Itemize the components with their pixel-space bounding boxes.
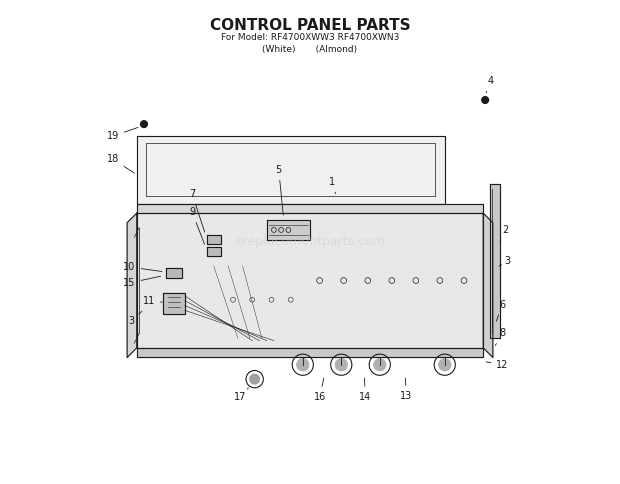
Text: 19: 19	[107, 127, 138, 141]
Text: 7: 7	[189, 189, 205, 232]
Text: (White)       (Almond): (White) (Almond)	[262, 45, 358, 54]
Text: 14: 14	[359, 378, 371, 402]
Polygon shape	[137, 213, 483, 348]
Text: 4: 4	[486, 76, 494, 93]
Polygon shape	[267, 220, 310, 240]
Circle shape	[373, 359, 386, 371]
Polygon shape	[206, 235, 221, 244]
Polygon shape	[163, 292, 185, 314]
Text: CONTROL PANEL PARTS: CONTROL PANEL PARTS	[210, 18, 410, 33]
Circle shape	[250, 374, 260, 384]
Polygon shape	[166, 269, 182, 278]
Circle shape	[335, 359, 348, 371]
Circle shape	[438, 359, 451, 371]
Polygon shape	[206, 247, 221, 257]
Text: 3: 3	[499, 256, 510, 266]
Text: ereplacementparts.com: ereplacementparts.com	[235, 236, 385, 248]
Polygon shape	[127, 213, 137, 358]
Text: 1: 1	[329, 177, 335, 194]
Text: 6: 6	[496, 300, 505, 321]
Polygon shape	[137, 136, 445, 203]
Polygon shape	[137, 348, 483, 358]
Text: 13: 13	[400, 378, 412, 401]
Text: 8: 8	[495, 329, 505, 346]
Text: 2: 2	[500, 225, 508, 242]
Text: 11: 11	[143, 296, 162, 306]
Text: 18: 18	[107, 154, 135, 173]
Polygon shape	[490, 184, 500, 338]
Circle shape	[482, 97, 489, 104]
Text: 3: 3	[128, 311, 142, 326]
Text: 15: 15	[123, 276, 161, 288]
Polygon shape	[483, 213, 493, 358]
Text: For Model: RF4700XWW3 RF4700XWN3: For Model: RF4700XWW3 RF4700XWN3	[221, 32, 399, 42]
Circle shape	[296, 359, 309, 371]
Circle shape	[141, 121, 148, 127]
Text: 5: 5	[276, 165, 283, 215]
Text: 17: 17	[234, 388, 249, 402]
Text: 9: 9	[189, 207, 205, 244]
Polygon shape	[137, 203, 483, 213]
Text: 12: 12	[486, 360, 508, 370]
Text: 10: 10	[123, 262, 162, 272]
Text: 16: 16	[314, 378, 326, 402]
